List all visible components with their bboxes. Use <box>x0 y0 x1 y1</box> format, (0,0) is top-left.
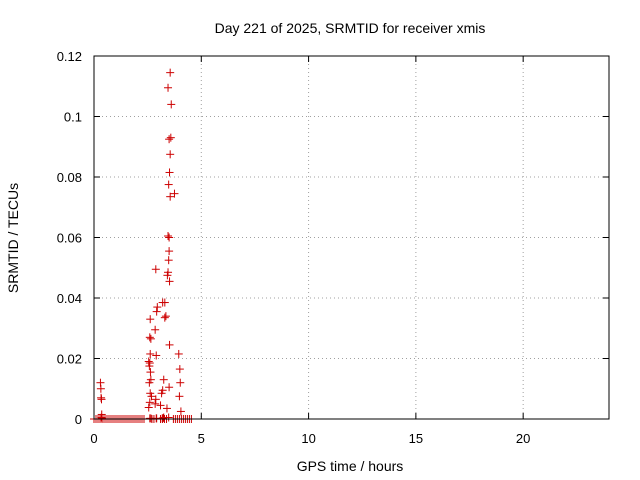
data-point <box>156 401 165 410</box>
data-points <box>90 68 197 423</box>
data-point <box>164 83 173 92</box>
data-point <box>165 383 174 392</box>
data-point <box>144 403 153 412</box>
data-point <box>152 351 161 360</box>
axis-ticks: 0 5 10 15 20 0 0.02 0.04 0.06 0.08 0.1 0.12 <box>57 49 609 446</box>
y-tick-label: 0.06 <box>57 231 82 246</box>
data-point <box>165 135 174 144</box>
data-point <box>144 357 153 366</box>
data-point <box>164 231 173 240</box>
data-point <box>98 414 107 423</box>
data-point <box>146 334 155 343</box>
data-point <box>152 307 161 316</box>
data-point <box>145 333 154 342</box>
data-point <box>146 349 155 358</box>
data-point <box>164 180 173 189</box>
data-point <box>165 233 174 242</box>
y-tick-label: 0 <box>75 412 82 427</box>
data-point <box>97 393 106 402</box>
data-point <box>153 303 162 312</box>
x-tick-label: 20 <box>516 431 530 446</box>
y-tick-label: 0.02 <box>57 352 82 367</box>
y-tick-label: 0.04 <box>57 291 82 306</box>
data-point <box>175 365 184 374</box>
chart-title: Day 221 of 2025, SRMTID for receiver xmi… <box>215 20 486 36</box>
x-tick-label: 5 <box>198 431 205 446</box>
data-point <box>165 340 174 349</box>
data-point <box>165 168 174 177</box>
x-tick-label: 15 <box>409 431 423 446</box>
y-axis-label: SRMTID / TECUs <box>5 183 21 293</box>
data-point <box>146 375 155 384</box>
data-point <box>146 315 155 324</box>
data-point <box>151 395 160 404</box>
data-point <box>145 362 154 371</box>
data-point <box>166 133 175 142</box>
y-tick-label: 0.1 <box>64 110 82 125</box>
data-point <box>166 150 175 159</box>
x-tick-label: 0 <box>90 431 97 446</box>
x-axis-label: GPS time / hours <box>297 458 404 474</box>
data-point <box>166 68 175 77</box>
data-point <box>146 368 155 377</box>
data-point <box>151 265 160 274</box>
data-point <box>97 413 106 422</box>
data-point <box>162 404 171 413</box>
data-point <box>164 413 173 422</box>
data-point <box>170 189 179 198</box>
data-point <box>165 277 174 286</box>
data-point <box>151 399 160 408</box>
data-point <box>174 349 183 358</box>
data-point <box>158 386 167 395</box>
data-point <box>159 375 168 384</box>
x-tick-label: 10 <box>301 431 315 446</box>
data-point <box>176 378 185 387</box>
data-point <box>160 313 169 322</box>
y-tick-label: 0.08 <box>57 170 82 185</box>
data-point <box>164 268 173 277</box>
data-point <box>96 384 105 393</box>
data-point <box>175 392 184 401</box>
data-point <box>176 407 185 416</box>
data-point <box>147 392 156 401</box>
data-point <box>164 256 173 265</box>
data-point <box>159 414 168 423</box>
data-point <box>165 247 174 256</box>
data-point <box>145 398 154 407</box>
data-point <box>151 325 160 334</box>
grid-lines <box>94 56 609 419</box>
y-tick-label: 0.12 <box>57 49 82 64</box>
data-point <box>167 100 176 109</box>
data-point <box>166 192 175 201</box>
data-point <box>161 312 170 321</box>
data-point <box>160 298 169 307</box>
